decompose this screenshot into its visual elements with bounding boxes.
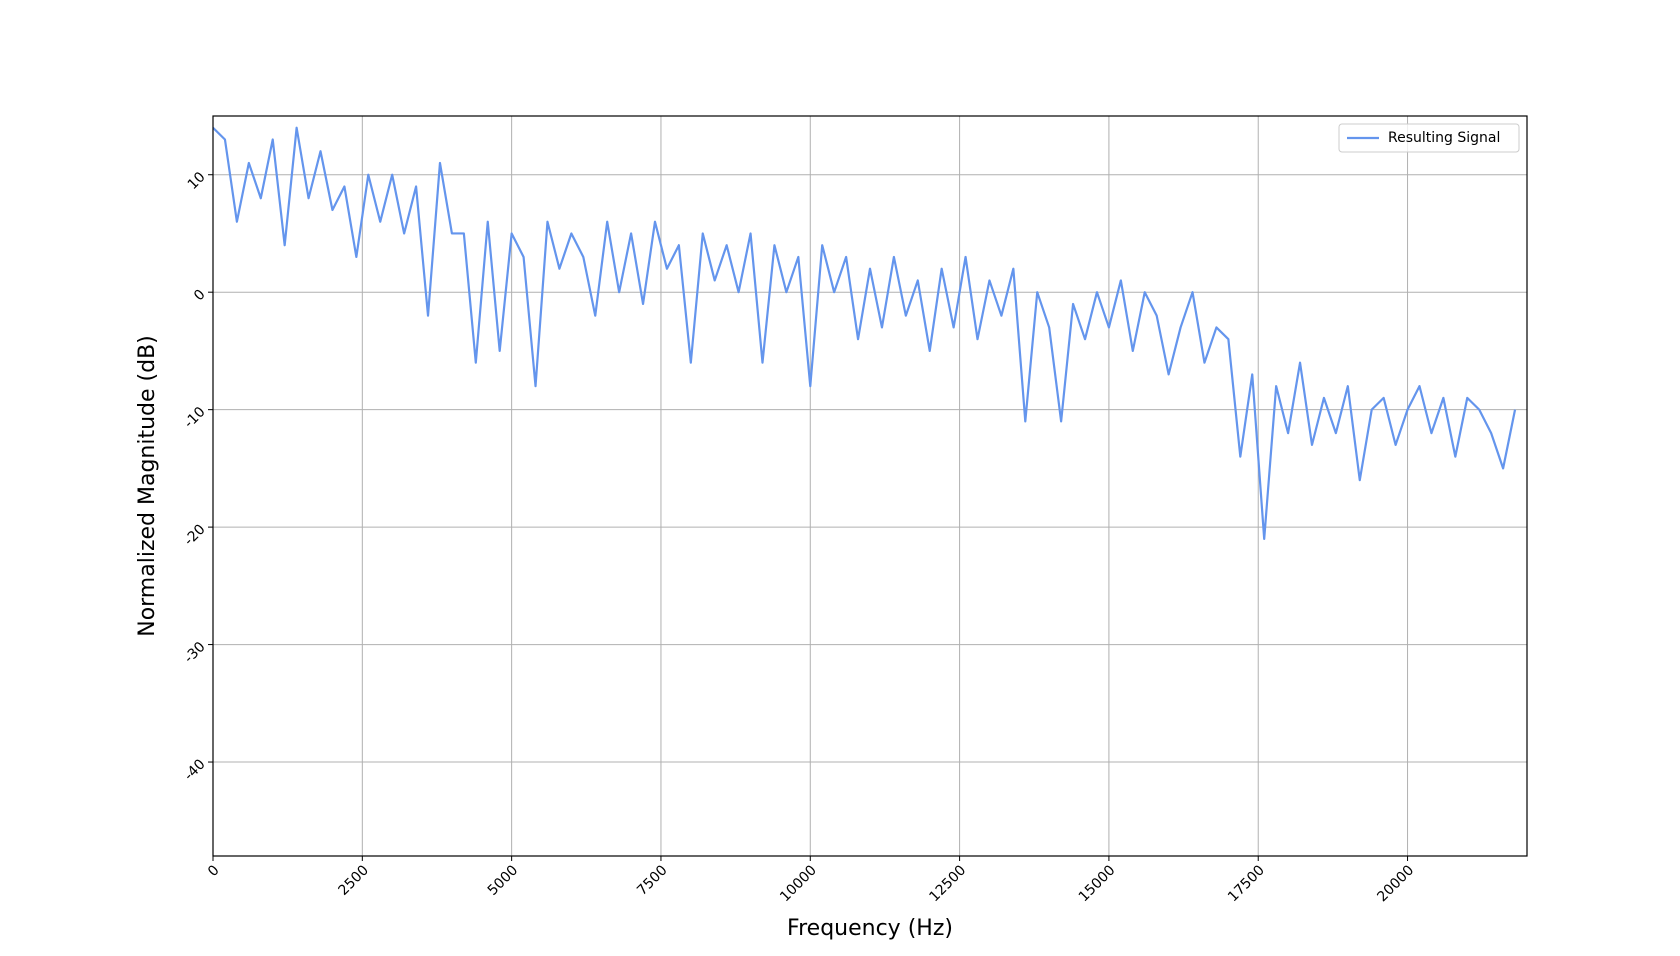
x-tick-label: 12500 — [926, 862, 969, 905]
x-tick-label: 10000 — [777, 862, 820, 905]
x-tick-label: 15000 — [1076, 862, 1119, 905]
data-line — [213, 126, 1517, 540]
x-tick-label: 17500 — [1225, 862, 1268, 905]
x-tick-label: 5000 — [485, 862, 522, 899]
x-tick-label: 20000 — [1374, 862, 1417, 905]
x-tick-label: 2500 — [335, 862, 372, 899]
y-tick-label: -20 — [181, 521, 208, 548]
x-tick-label: 0 — [205, 862, 223, 880]
plot-frame — [212, 115, 1528, 857]
legend-box — [1338, 123, 1520, 153]
x-tick-label: 7500 — [634, 862, 671, 899]
y-tick-label: -10 — [181, 404, 208, 431]
x-axis-label: Frequency (Hz) — [787, 916, 953, 941]
y-tick-label: -40 — [181, 756, 208, 783]
y-tick-label: 0 — [191, 287, 209, 305]
plot-area — [213, 126, 1517, 540]
y-tick-label: 10 — [185, 169, 209, 193]
y-tick-label: -30 — [181, 639, 208, 666]
legend-label: Resulting Signal — [1388, 130, 1500, 146]
y-axis-label: Normalized Magnitude (dB) — [135, 335, 160, 637]
